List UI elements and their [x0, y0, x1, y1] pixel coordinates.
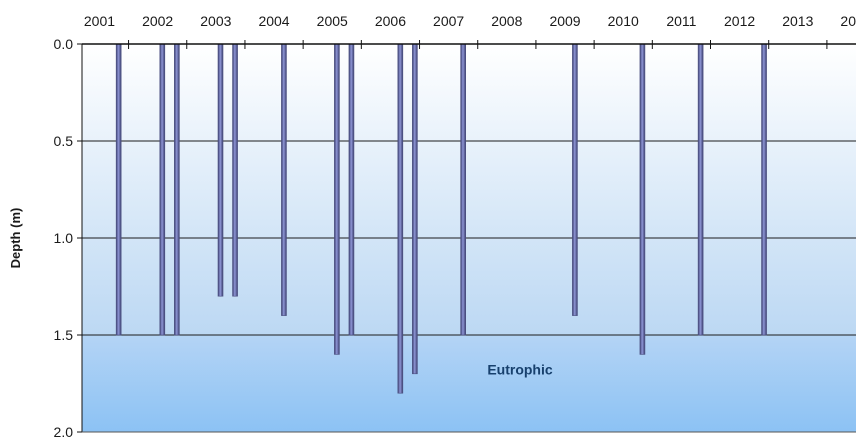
depth-bar: [761, 43, 767, 336]
x-tick-label: 2010: [608, 13, 639, 29]
y-tick-label: 1.5: [54, 327, 74, 343]
zone-band: [82, 335, 856, 432]
x-tick-label: 2009: [549, 13, 580, 29]
depth-bar: [115, 43, 122, 336]
zone-label: Eutrophic: [487, 362, 553, 378]
depth-bar: [217, 43, 224, 297]
depth-bar: [460, 43, 466, 336]
depth-bar: [348, 43, 355, 336]
x-tick-label: 2011: [666, 13, 696, 29]
x-tick-label: 2003: [200, 13, 231, 29]
depth-bar: [334, 43, 340, 355]
x-tick-label: 2007: [433, 13, 464, 29]
depth-bar: [697, 43, 704, 336]
y-tick-label: 0.5: [54, 133, 74, 149]
y-tick-label: 1.0: [54, 230, 74, 246]
x-tick-label: 2002: [142, 13, 173, 29]
x-tick-label: 2014: [840, 13, 856, 29]
depth-bar: [412, 43, 418, 375]
y-tick-label: 0.0: [54, 36, 74, 52]
y-tick-label: 2.0: [54, 424, 74, 440]
x-tick-label: 2001: [84, 13, 115, 29]
depth-bar: [159, 43, 166, 336]
depth-bar: [572, 43, 578, 316]
depth-bar: [639, 43, 646, 355]
x-tick-label: 2005: [317, 13, 348, 29]
axis-layer: [77, 40, 856, 433]
y-axis-title: Depth (m): [8, 208, 23, 269]
depth-bar: [232, 43, 238, 297]
x-tick-label: 2008: [491, 13, 522, 29]
depth-bar: [281, 43, 287, 316]
zone-band: [82, 44, 856, 335]
depth-bar: [174, 43, 180, 336]
zones-layer: [82, 44, 856, 432]
x-tick-label: 2006: [375, 13, 406, 29]
x-tick-label: 2013: [782, 13, 813, 29]
depth-bar: [397, 43, 404, 394]
bars-layer: [115, 43, 767, 394]
grid-layer: [82, 140, 856, 336]
x-tick-label: 2012: [724, 13, 755, 29]
labels-layer: 2001 2002 2003 2004 2005 2006 2007 2008 2009 2010…: [8, 13, 856, 440]
x-tick-label: 2004: [258, 13, 289, 29]
